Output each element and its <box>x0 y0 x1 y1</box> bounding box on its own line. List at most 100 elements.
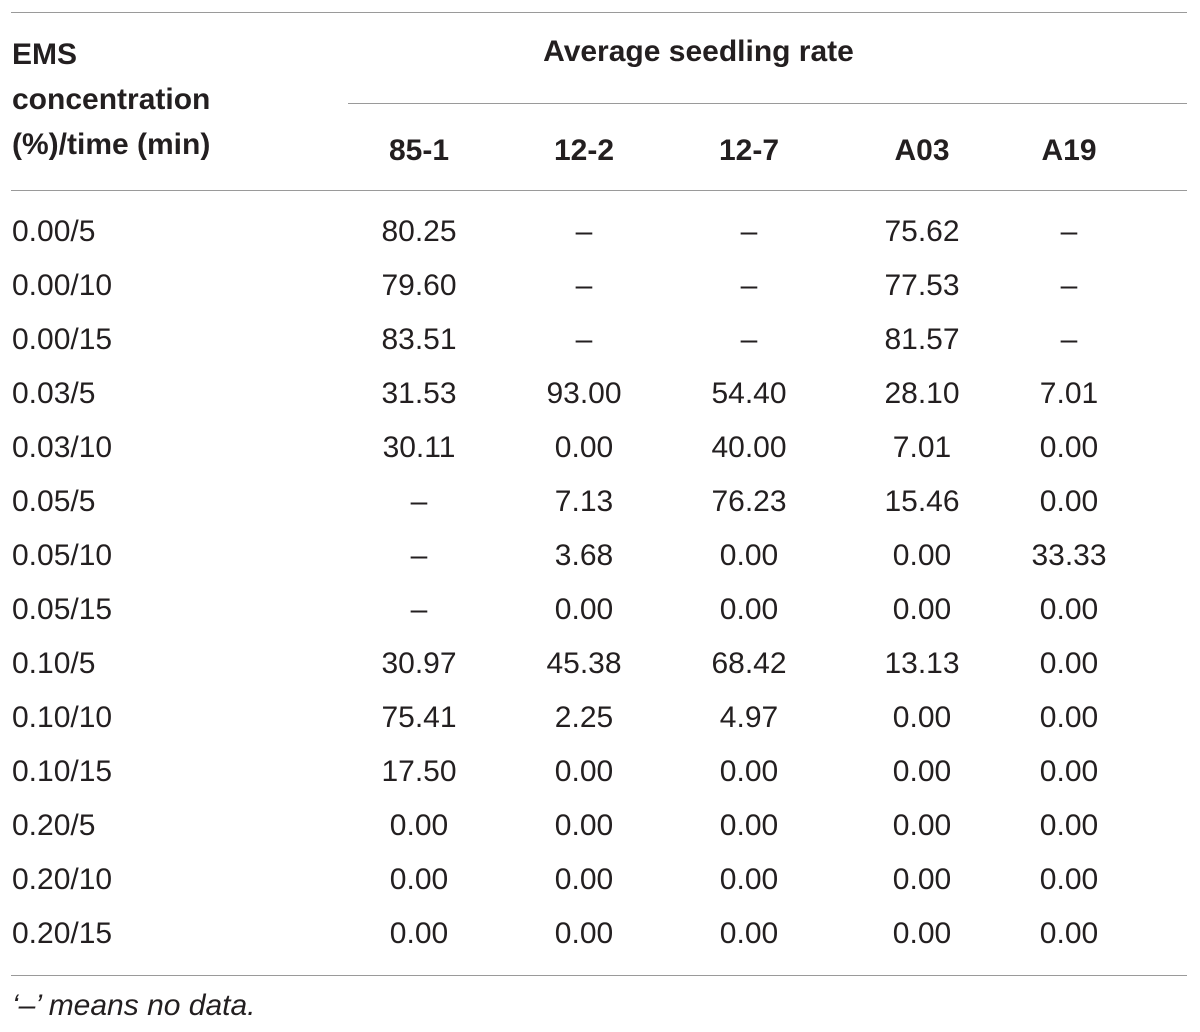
table-cell: 0.00 <box>892 809 952 842</box>
row-label: 0.20/10 <box>12 863 113 896</box>
table-cell: – <box>410 485 428 518</box>
table-cell: 40.00 <box>711 431 787 464</box>
table-cell: 7.13 <box>554 485 614 518</box>
table-cell: 31.53 <box>381 377 457 410</box>
table-cell: 0.00 <box>1039 917 1099 950</box>
header-bottom-rule <box>11 190 1187 191</box>
table-cell: 0.00 <box>892 755 952 788</box>
table-cell: – <box>410 539 428 572</box>
table-cell: – <box>1060 323 1078 356</box>
table-bottom-rule <box>11 975 1187 976</box>
table-row: 0.03/10 30.11 0.00 40.00 7.01 0.00 <box>0 421 1200 475</box>
stub-header-line-1: EMS <box>12 38 78 71</box>
table-row: 0.03/5 31.53 93.00 54.40 28.10 7.01 <box>0 367 1200 421</box>
row-label: 0.05/15 <box>12 593 113 626</box>
stub-header-line-3: (%)/time (min) <box>12 128 211 161</box>
table-cell: 81.57 <box>884 323 960 356</box>
row-label: 0.20/15 <box>12 917 113 950</box>
group-header-rule <box>348 103 1187 104</box>
table-cell: 68.42 <box>711 647 787 680</box>
table-cell: 30.11 <box>382 431 456 464</box>
table-cell: 7.01 <box>1039 377 1099 410</box>
table-cell: – <box>410 593 428 626</box>
row-label: 0.05/5 <box>12 485 96 518</box>
table-cell: 93.00 <box>546 377 622 410</box>
table-cell: 0.00 <box>892 917 952 950</box>
table-cell: – <box>575 215 593 248</box>
row-label: 0.05/10 <box>12 539 113 572</box>
table-cell: – <box>1060 215 1078 248</box>
table-cell: 45.38 <box>546 647 622 680</box>
row-label: 0.10/10 <box>12 701 113 734</box>
table-row: 0.05/10 – 3.68 0.00 0.00 33.33 <box>0 529 1200 583</box>
table-cell: 7.01 <box>892 431 952 464</box>
table-cell: 75.62 <box>884 215 960 248</box>
table-cell: – <box>575 269 593 302</box>
table-cell: 75.41 <box>381 701 457 734</box>
table-cell: 28.10 <box>884 377 960 410</box>
table-cell: 0.00 <box>1039 863 1099 896</box>
table-cell: 33.33 <box>1031 539 1107 572</box>
table-row: 0.20/5 0.00 0.00 0.00 0.00 0.00 <box>0 799 1200 853</box>
table-cell: 0.00 <box>389 917 449 950</box>
table-cell: 54.40 <box>711 377 787 410</box>
column-header-a19: A19 <box>1041 134 1097 167</box>
table-row: 0.00/5 80.25 – – 75.62 – <box>0 205 1200 259</box>
table-row: 0.10/5 30.97 45.38 68.42 13.13 0.00 <box>0 637 1200 691</box>
column-header-12-2: 12-2 <box>553 134 615 167</box>
table-cell: – <box>1060 269 1078 302</box>
table-cell: 0.00 <box>719 809 779 842</box>
table-cell: 0.00 <box>719 863 779 896</box>
stub-header-line-2: concentration <box>12 83 211 116</box>
table-cell: 0.00 <box>892 593 952 626</box>
table-cell: 3.68 <box>554 539 614 572</box>
table-cell: 0.00 <box>1039 647 1099 680</box>
table-cell: 0.00 <box>1039 809 1099 842</box>
table-cell: 0.00 <box>719 593 779 626</box>
table-cell: 0.00 <box>892 539 952 572</box>
table-footnote: ‘–’ means no data. <box>12 989 256 1022</box>
table-cell: – <box>575 323 593 356</box>
group-header-label: Average seedling rate <box>543 35 854 68</box>
table-cell: 4.97 <box>719 701 779 734</box>
table-cell: 0.00 <box>892 701 952 734</box>
table-row: 0.05/15 – 0.00 0.00 0.00 0.00 <box>0 583 1200 637</box>
table-row: 0.20/15 0.00 0.00 0.00 0.00 0.00 <box>0 907 1200 961</box>
row-label: 0.03/10 <box>12 431 113 464</box>
row-label: 0.10/15 <box>12 755 113 788</box>
table-row: 0.05/5 – 7.13 76.23 15.46 0.00 <box>0 475 1200 529</box>
table-cell: 15.46 <box>884 485 960 518</box>
table-cell: 0.00 <box>554 863 614 896</box>
table-cell: – <box>740 323 758 356</box>
table-cell: 0.00 <box>892 863 952 896</box>
table-row: 0.20/10 0.00 0.00 0.00 0.00 0.00 <box>0 853 1200 907</box>
table-cell: 2.25 <box>554 701 614 734</box>
table-cell: 0.00 <box>554 755 614 788</box>
table-cell: 0.00 <box>554 809 614 842</box>
table-cell: 79.60 <box>381 269 457 302</box>
table-cell: 83.51 <box>381 323 457 356</box>
row-label: 0.00/5 <box>12 215 96 248</box>
table-cell: 80.25 <box>381 215 457 248</box>
row-label: 0.00/10 <box>12 269 113 302</box>
stub-column-header: EMS concentration (%)/time (min) <box>12 32 332 167</box>
row-label: 0.03/5 <box>12 377 96 410</box>
table-cell: 0.00 <box>719 917 779 950</box>
table-cell: 0.00 <box>554 431 614 464</box>
table-cell: 17.50 <box>381 755 457 788</box>
row-label: 0.20/5 <box>12 809 96 842</box>
column-header-12-7: 12-7 <box>718 134 780 167</box>
table-cell: – <box>740 269 758 302</box>
table-cell: 13.13 <box>884 647 960 680</box>
table-cell: 0.00 <box>719 539 779 572</box>
table-cell: 0.00 <box>1039 431 1099 464</box>
column-header-a03: A03 <box>894 134 950 167</box>
table-top-rule <box>11 12 1187 13</box>
table-cell: 0.00 <box>554 917 614 950</box>
table-row: 0.10/15 17.50 0.00 0.00 0.00 0.00 <box>0 745 1200 799</box>
group-column-header: Average seedling rate <box>348 32 1187 72</box>
table-cell: 0.00 <box>389 863 449 896</box>
table-cell: 0.00 <box>1039 701 1099 734</box>
column-header-85-1: 85-1 <box>388 134 450 167</box>
table-cell: 0.00 <box>1039 755 1099 788</box>
